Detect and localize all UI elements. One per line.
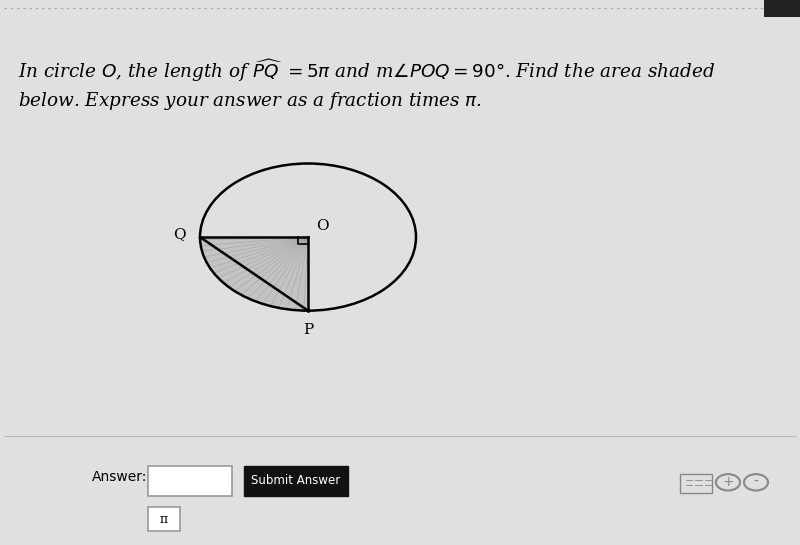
Bar bbox=[148, 507, 180, 531]
Text: O: O bbox=[316, 219, 329, 233]
Text: +: + bbox=[722, 475, 734, 489]
Text: -: - bbox=[754, 475, 758, 489]
Text: Answer:: Answer: bbox=[92, 470, 147, 484]
Bar bbox=[764, 0, 800, 17]
Text: π: π bbox=[160, 513, 168, 525]
Bar bbox=[680, 474, 712, 493]
Bar bbox=[244, 466, 348, 496]
Text: Q: Q bbox=[173, 227, 186, 241]
Text: P: P bbox=[303, 323, 313, 337]
Text: below. Express your answer as a fraction times $\pi$.: below. Express your answer as a fraction… bbox=[18, 90, 482, 112]
Text: Submit Answer: Submit Answer bbox=[251, 475, 341, 487]
Wedge shape bbox=[200, 237, 308, 311]
Bar bbox=[148, 466, 232, 496]
Text: In circle $O$, the length of $\widehat{PQ}$ $= 5\pi$ and m$\angle POQ = 90°$. Fi: In circle $O$, the length of $\widehat{P… bbox=[18, 57, 714, 84]
